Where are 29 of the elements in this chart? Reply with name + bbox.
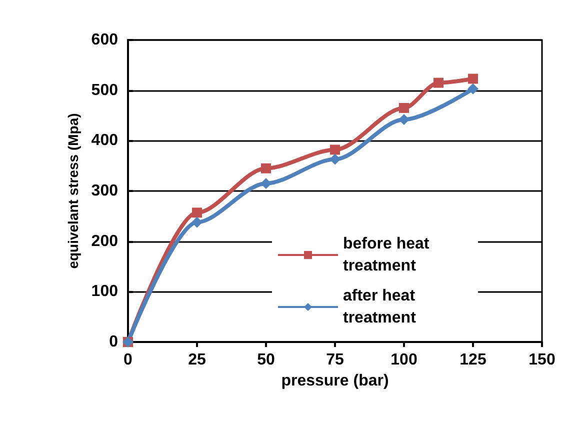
point (330, 144, 340, 155)
y-tick-label: 600 (91, 32, 118, 48)
y-tick-label: 100 (91, 283, 118, 300)
point (398, 114, 410, 126)
y-tick-label: 300 (91, 182, 118, 200)
point (399, 102, 409, 113)
legend-label: before heat treatment (343, 236, 434, 274)
point (330, 154, 340, 165)
y-tick-label: 400 (91, 132, 118, 150)
legend-label: after heat treatment (343, 288, 420, 326)
y-tick-label: 0 (109, 334, 118, 350)
point (260, 178, 272, 189)
x-tick-label: 150 (528, 352, 556, 368)
point (192, 216, 202, 228)
x-tick-label: 50 (257, 352, 275, 368)
x-tick-label: 0 (124, 352, 133, 368)
point (261, 163, 271, 174)
x-tick-label: 25 (188, 352, 206, 368)
x-tick-label: 75 (326, 352, 344, 368)
point (434, 78, 444, 88)
point (468, 74, 478, 84)
y-tick-label: 200 (91, 232, 118, 250)
y-axis-title: equivelant stress (Mpa) (65, 113, 81, 269)
y-tick-label: 500 (91, 82, 118, 99)
x-tick-label: 100 (390, 352, 418, 368)
x-axis-title: pressure (bar) (281, 372, 389, 390)
point (468, 83, 478, 94)
point (192, 208, 202, 218)
x-tick-label: 125 (460, 352, 486, 368)
